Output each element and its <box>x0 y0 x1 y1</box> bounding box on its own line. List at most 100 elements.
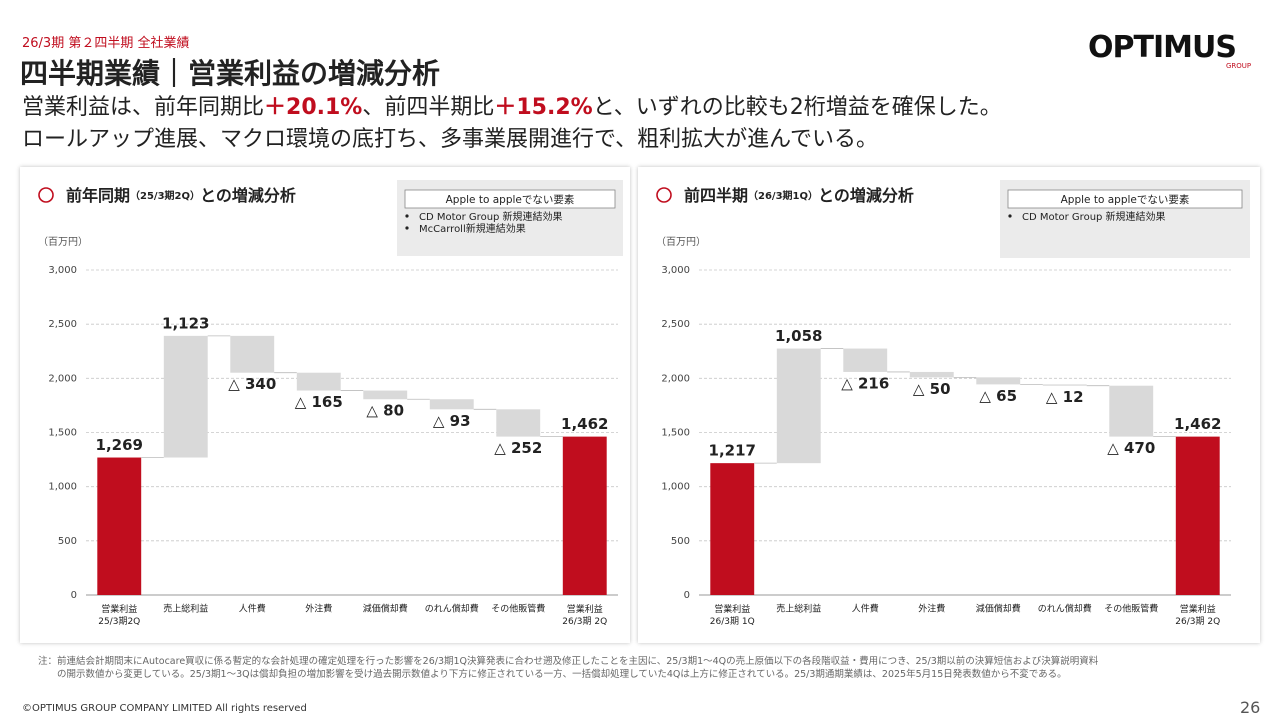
lead-text: 、前四半期比 <box>362 95 495 120</box>
lead-text: 営業利益は、前年同期比 <box>22 95 265 120</box>
lead-text: と、いずれの比較も2桁増益を確保した。 <box>592 95 1002 120</box>
y-tick-label: 500 <box>58 536 77 547</box>
bar <box>1175 436 1220 595</box>
x-tick-label: 外注費 <box>918 603 945 615</box>
value-label: △ 80 <box>366 402 404 420</box>
note-label: 注： <box>38 656 58 667</box>
bar <box>296 372 341 391</box>
y-tick-label: 1,000 <box>661 482 690 493</box>
y-tick-label: 2,000 <box>48 373 77 384</box>
note-heading-box <box>1007 189 1243 209</box>
bar <box>776 348 821 464</box>
chart-title-part: との増減分析 <box>200 186 296 205</box>
chart-title-part: 前年同期 <box>66 186 130 205</box>
bar <box>97 457 142 595</box>
value-label: △ 340 <box>228 375 276 393</box>
note-heading-box <box>404 189 616 209</box>
bar <box>843 348 888 372</box>
chart-title: 前四半期（26/3期1Q）との増減分析 <box>684 186 914 205</box>
bar <box>562 436 607 595</box>
value-label: 1,058 <box>775 327 822 345</box>
y-tick-label: 2,000 <box>661 373 690 384</box>
bullet <box>405 226 409 230</box>
bar <box>230 335 275 373</box>
chart-title-part: （25/3期2Q） <box>130 189 200 202</box>
x-tick-label: 営業利益 26/3期 2Q <box>1175 603 1220 627</box>
y-tick-label: 0 <box>71 590 77 601</box>
x-tick-label: のれん償却費 <box>1038 603 1092 615</box>
value-label: △ 165 <box>295 393 343 411</box>
x-tick-label: 営業利益 25/3期2Q <box>98 603 140 627</box>
bar <box>363 390 408 400</box>
lead-highlight: ＋20.1% <box>264 95 363 120</box>
value-label: △ 12 <box>1046 388 1084 406</box>
x-tick-label: 人件費 <box>852 603 879 615</box>
value-label: 1,462 <box>1174 415 1221 433</box>
page-number: 26 <box>1240 698 1261 717</box>
slide-title: 四半期業績｜営業利益の増減分析 <box>20 57 441 90</box>
y-tick-label: 3,000 <box>48 265 77 276</box>
y-tick-label: 1,500 <box>661 428 690 439</box>
note-line: 前連結会計期間末にAutocare買収に係る暫定的な会計処理の確定処理を行った影… <box>57 656 1099 667</box>
note-heading: Apple to appleでない要素 <box>1061 193 1190 206</box>
note: 注：前連結会計期間末にAutocare買収に係る暫定的な会計処理の確定処理を行っ… <box>38 655 1098 681</box>
value-label: 1,269 <box>96 436 143 454</box>
bar <box>976 377 1021 385</box>
x-tick-label: 売上総利益 <box>163 603 208 615</box>
lead-highlight: ＋15.2% <box>494 95 593 120</box>
logo: OPTIMUS <box>1088 30 1237 65</box>
x-tick-label: その他販管費 <box>1104 603 1158 615</box>
note-item: McCarroll新規連結効果 <box>419 222 526 235</box>
note-item: CD Motor Group 新規連結効果 <box>1022 210 1166 223</box>
y-tick-label: 1,000 <box>48 482 77 493</box>
lead-line: ロールアップ進展、マクロ環境の底打ち、多事業展開進行で、粗利拡大が進んでいる。 <box>22 124 1002 156</box>
bullet <box>405 214 409 218</box>
x-tick-label: 人件費 <box>239 603 266 615</box>
bar <box>1109 385 1154 437</box>
value-label: △ 252 <box>494 439 542 457</box>
y-tick-label: 500 <box>671 536 690 547</box>
chart-title-part: 前四半期 <box>684 186 748 205</box>
unit-label: （百万円） <box>38 236 88 248</box>
value-label: △ 470 <box>1107 439 1155 457</box>
lead-line: 営業利益は、前年同期比＋20.1%、前四半期比＋15.2%と、いずれの比較も2桁… <box>22 92 1002 124</box>
bar <box>496 409 541 437</box>
value-label: △ 65 <box>979 387 1017 405</box>
x-tick-label: 減価償却費 <box>976 603 1021 615</box>
value-label: 1,123 <box>162 314 209 332</box>
x-tick-label: 外注費 <box>305 603 332 615</box>
bar <box>1042 384 1087 386</box>
title-marker <box>38 187 54 203</box>
value-label: 1,462 <box>561 415 608 433</box>
note-heading: Apple to appleでない要素 <box>446 193 575 206</box>
chart-title-part: との増減分析 <box>818 186 914 205</box>
lead: 営業利益は、前年同期比＋20.1%、前四半期比＋15.2%と、いずれの比較も2桁… <box>22 92 1002 156</box>
x-tick-label: 営業利益 26/3期 1Q <box>710 603 755 627</box>
value-label: △ 50 <box>913 380 951 398</box>
note-line: の開示数値から変更している。25/3期1～3Qは償却負担の増加影響を受け過去開示… <box>57 669 1067 680</box>
y-tick-label: 3,000 <box>661 265 690 276</box>
bar <box>429 399 474 410</box>
bar <box>710 463 755 595</box>
note-item: CD Motor Group 新規連結効果 <box>419 210 563 223</box>
copyright: ©OPTIMUS GROUP COMPANY LIMITED All right… <box>22 703 307 714</box>
value-label: △ 93 <box>433 412 471 430</box>
title-marker <box>656 187 672 203</box>
y-tick-label: 1,500 <box>48 428 77 439</box>
chart-title: 前年同期（25/3期2Q）との増減分析 <box>66 186 296 205</box>
x-tick-label: その他販管費 <box>491 603 545 615</box>
x-tick-label: のれん償却費 <box>425 603 479 615</box>
bullet <box>1008 214 1012 218</box>
breadcrumb: 26/3期 第２四半期 全社業績 <box>22 36 190 51</box>
x-tick-label: 営業利益 26/3期 2Q <box>562 603 607 627</box>
value-label: △ 216 <box>841 374 889 392</box>
x-tick-label: 減価償却費 <box>363 603 408 615</box>
lead-text: ロールアップ進展、マクロ環境の底打ち、多事業展開進行で、粗利拡大が進んでいる。 <box>22 127 879 152</box>
y-tick-label: 0 <box>684 590 690 601</box>
logo-sub: GROUP <box>1226 62 1252 70</box>
value-label: 1,217 <box>709 442 756 460</box>
y-tick-label: 2,500 <box>661 319 690 330</box>
chart-title-part: （26/3期1Q） <box>748 189 818 202</box>
